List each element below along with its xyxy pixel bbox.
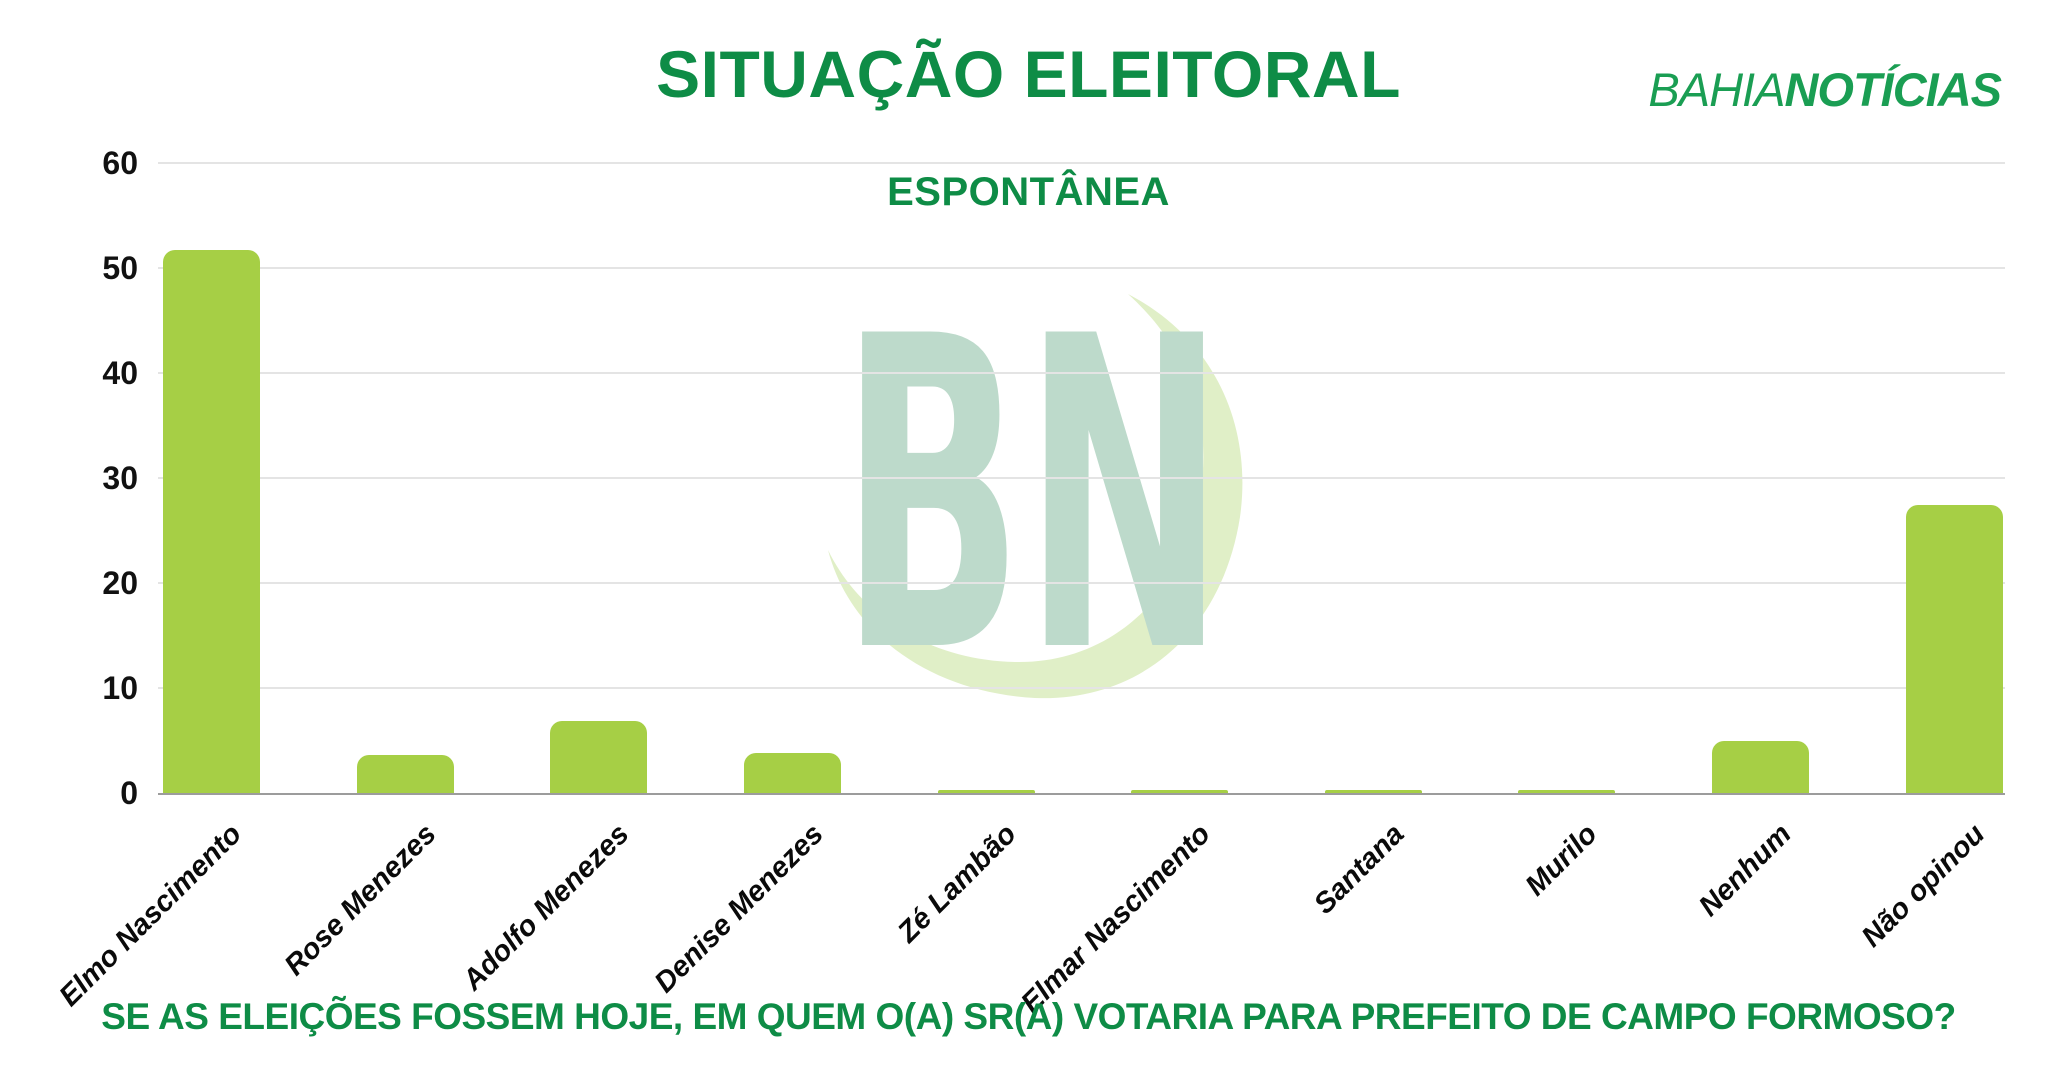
- bar-cell: [889, 163, 1083, 793]
- x-tick-label-denise-menezes: Denise Menezes: [648, 818, 830, 1000]
- bar-cell: [502, 163, 696, 793]
- bar-rose-menezes: [356, 755, 454, 793]
- bn-watermark: BN: [828, 282, 1243, 712]
- y-tick-label-10: 10: [102, 670, 138, 706]
- y-tick-label-60: 60: [102, 145, 138, 181]
- bar-series: [115, 163, 2051, 793]
- bar-cell: [1277, 163, 1471, 793]
- y-tick-label-0: 0: [120, 775, 138, 811]
- bar-n-o-opinou: [1905, 505, 2003, 793]
- y-tick-label-50: 50: [102, 250, 138, 286]
- y-tick-label-20: 20: [102, 565, 138, 601]
- bar-cell: [1857, 163, 2051, 793]
- x-tick-label-nenhum: Nenhum: [1692, 818, 1798, 923]
- y-tick-label-40: 40: [102, 355, 138, 391]
- bar-nenhum: [1712, 740, 1810, 793]
- gridline-40: [158, 372, 2005, 374]
- x-tick-label-rose-menezes: Rose Menezes: [278, 818, 443, 982]
- gridline-50: [158, 267, 2005, 269]
- x-tick-label-elmo-nascimento: Elmo Nascimento: [53, 818, 249, 1013]
- bar-chart: 0 10 20 30 40 50 60 Elmo Nascimento Rose Meneze…: [54, 146, 2005, 1020]
- survey-question: SE AS ELEIÇÕES FOSSEM HOJE, EM QUEM O(A)…: [101, 996, 1956, 1037]
- brand-bahia: BAHIA: [1648, 63, 1785, 116]
- chart-subtitle: ESPONTÂNEA: [887, 170, 1170, 214]
- bar-cell: [1083, 163, 1277, 793]
- gridline-10: [158, 687, 2005, 689]
- watermark-letters: BN: [840, 282, 1225, 712]
- x-tick-label-adolfo-menezes: Adolfo Menezes: [456, 818, 636, 997]
- bar-cell: [309, 163, 503, 793]
- bar-santana: [1324, 790, 1422, 793]
- gridline-20: [158, 582, 2005, 584]
- gridline-60: [158, 162, 2005, 164]
- y-tick-label-30: 30: [102, 460, 138, 496]
- x-axis-line: [158, 793, 2005, 795]
- brand-noticias: NOTÍCIAS: [1784, 63, 2002, 116]
- bar-adolfo-menezes: [550, 720, 648, 793]
- bar-denise-menezes: [744, 753, 842, 793]
- x-tick-label-santana: Santana: [1307, 818, 1411, 921]
- bar-cell: [1664, 163, 1858, 793]
- bar-murilo: [1518, 790, 1616, 793]
- bar-elmo-nascimento: [163, 250, 261, 793]
- bar-cell: [696, 163, 890, 793]
- x-tick-label-n-o-opinou: Não opinou: [1855, 818, 1991, 954]
- bar-elmar-nascimento: [1131, 789, 1229, 793]
- x-tick-label-z-lamb-o: Zé Lambão: [891, 818, 1023, 949]
- brand-logo: BAHIANOTÍCIAS: [1648, 62, 2002, 117]
- bar-cell: [1470, 163, 1664, 793]
- x-tick-label-elmar-nascimento: Elmar Nascimento: [1014, 818, 1217, 1020]
- x-tick-label-murilo: Murilo: [1519, 818, 1604, 903]
- bar-z-lamb-o: [937, 790, 1035, 793]
- page-title: SITUAÇÃO ELEITORAL: [656, 37, 1401, 111]
- gridline-30: [158, 477, 2005, 479]
- bar-cell: [115, 163, 309, 793]
